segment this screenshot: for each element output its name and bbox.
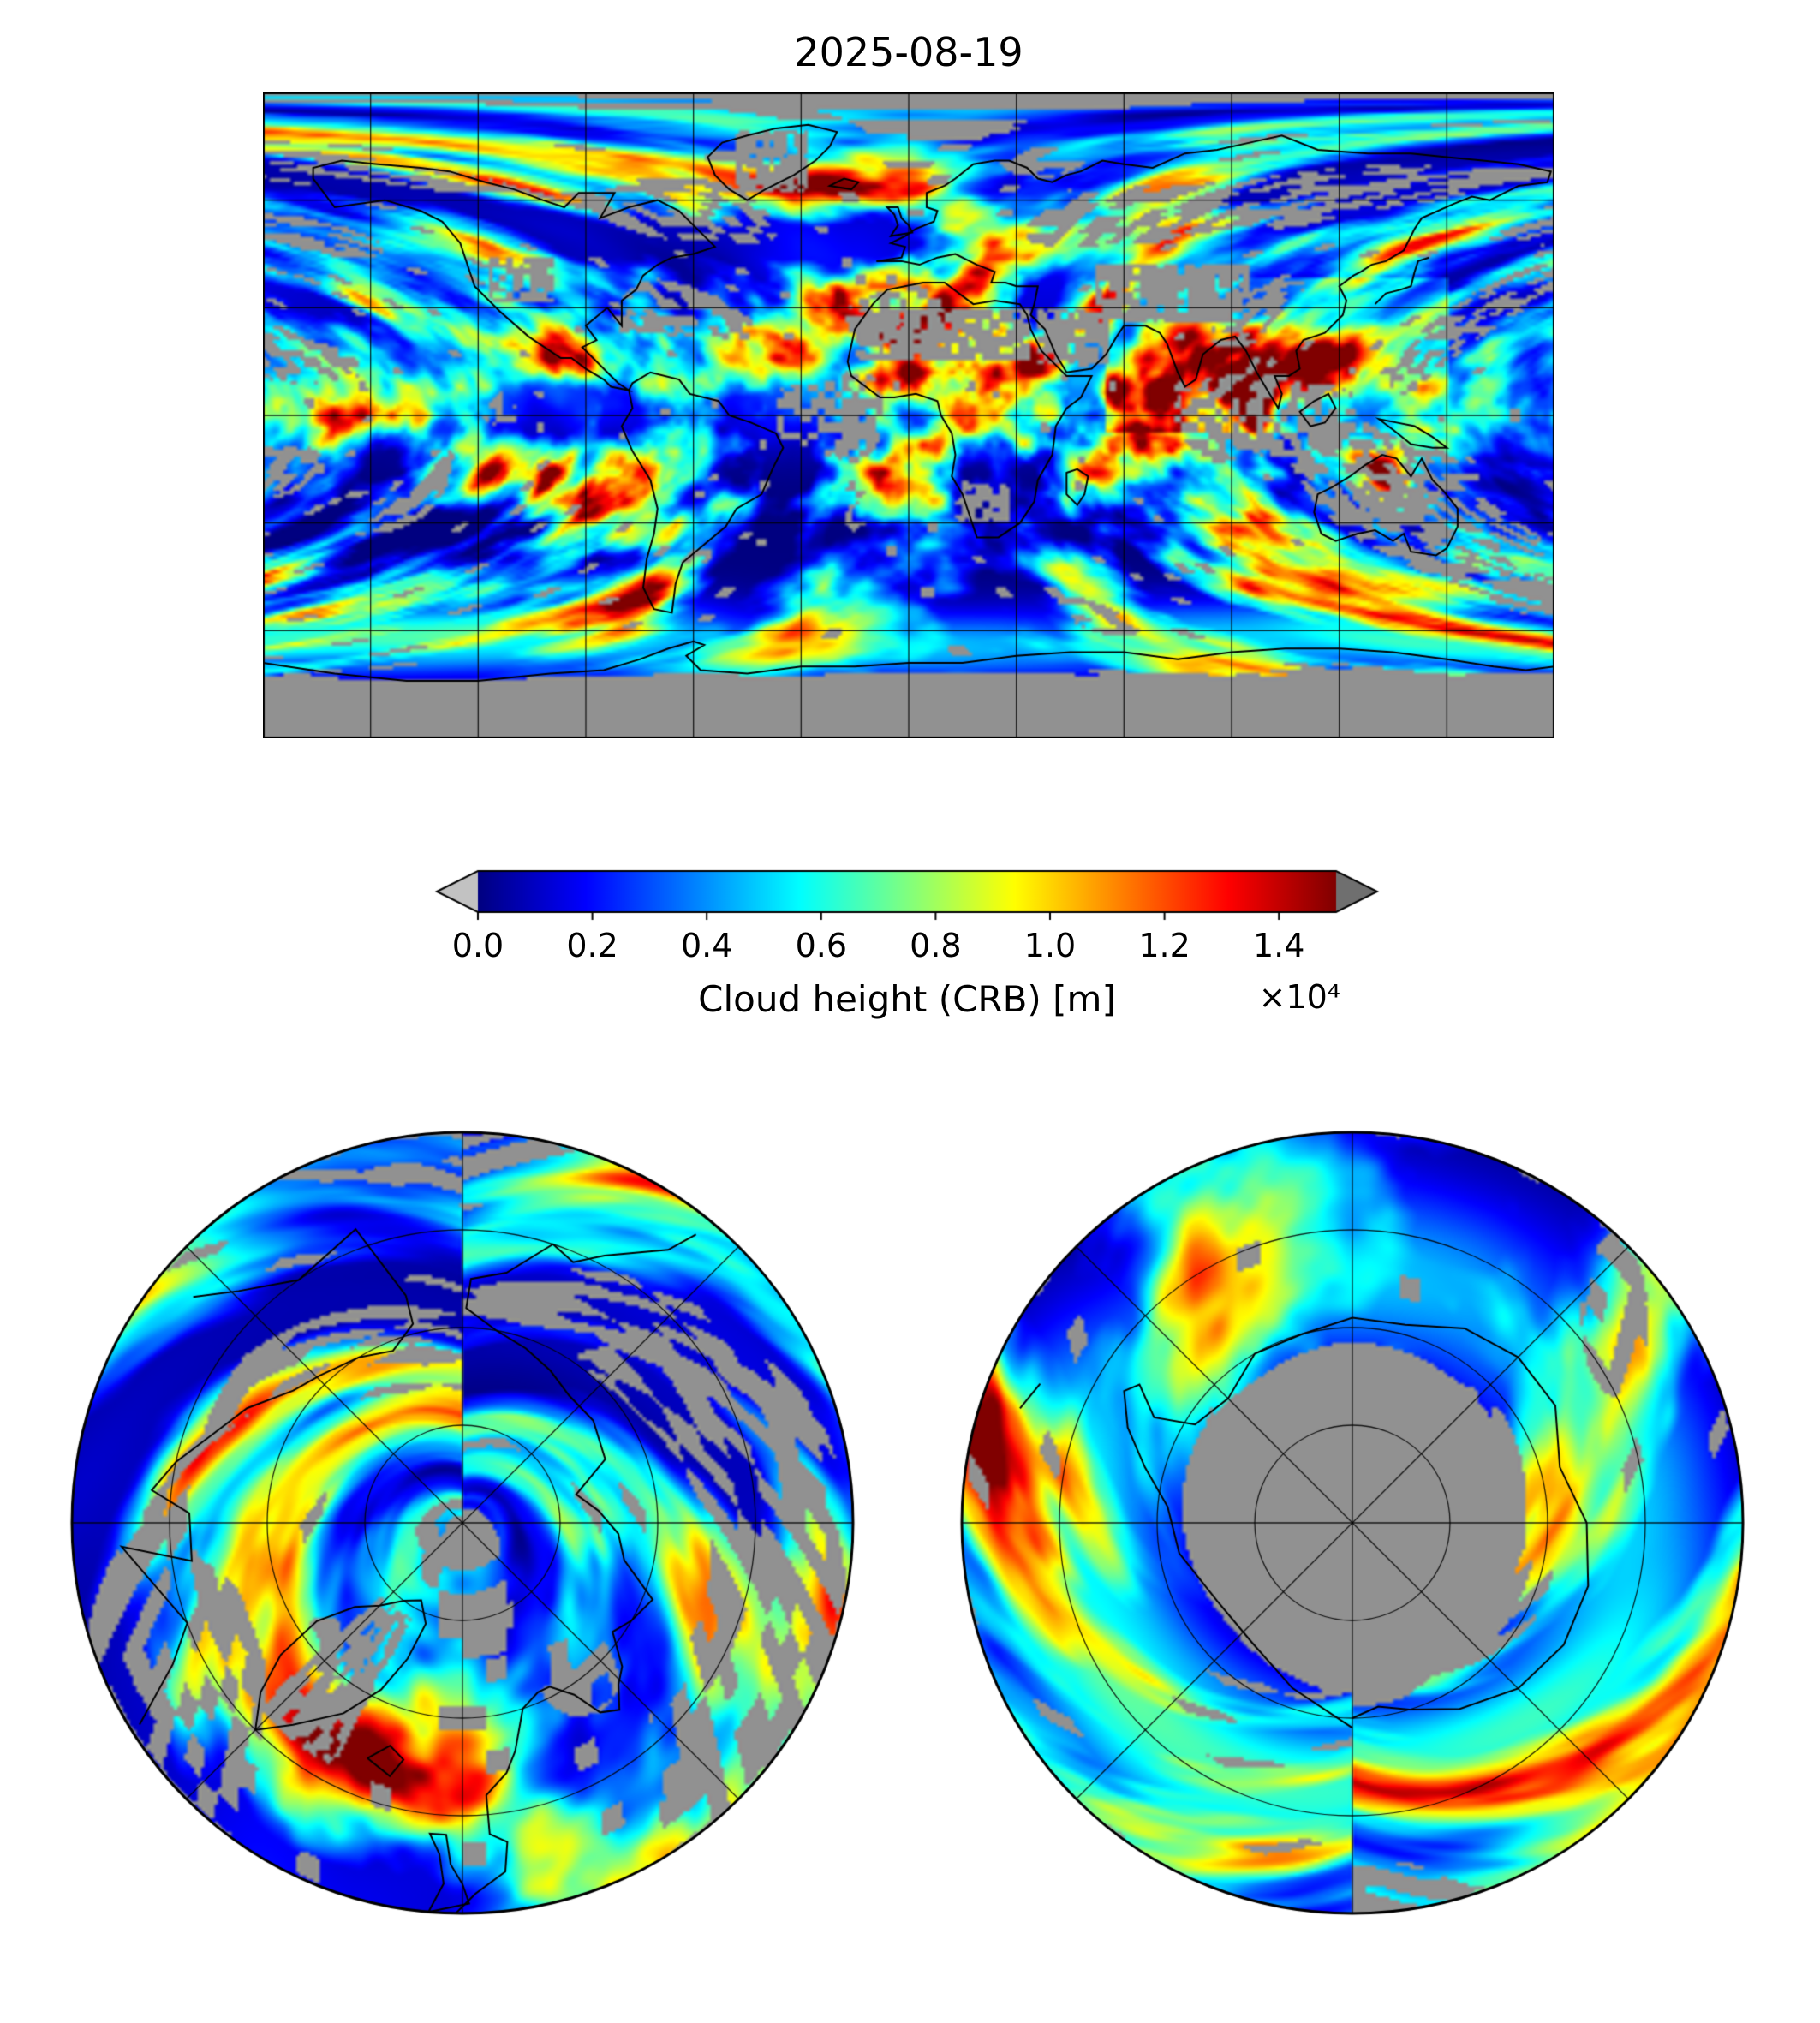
colorbar-tick-label: 1.2 xyxy=(1138,927,1190,964)
colorbar-tick-label: 0.2 xyxy=(566,927,618,964)
south-polar-cloud-map xyxy=(958,1129,1746,1917)
colorbar-offset-text: ×10⁴ xyxy=(1258,978,1340,1016)
colorbar-tick-label: 0.6 xyxy=(795,927,848,964)
colorbar-tick-label: 0.4 xyxy=(680,927,733,964)
figure-title: 2025-08-19 xyxy=(794,29,1023,75)
colorbar-tick-label: 1.4 xyxy=(1252,927,1305,964)
north-polar-cloud-map xyxy=(69,1129,856,1917)
colorbar-tick-label: 1.0 xyxy=(1023,927,1077,964)
colorbar-label: Cloud height (CRB) [m] xyxy=(698,978,1116,1020)
colorbar-tick-label: 0.0 xyxy=(451,927,504,964)
global-cloud-height-map xyxy=(263,92,1554,738)
colorbar-tick-label: 0.8 xyxy=(910,927,962,964)
colorbar-gradient xyxy=(428,869,1387,926)
